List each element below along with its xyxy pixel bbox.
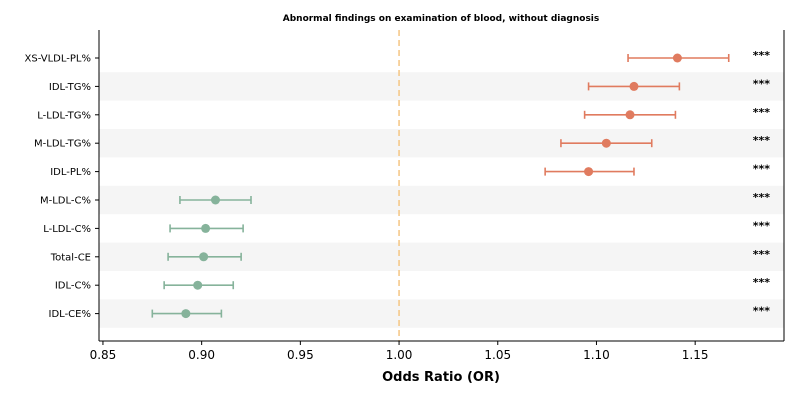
significance-label: *** [753,77,771,90]
or-point [601,138,611,148]
x-tick-label: 1.10 [583,348,610,362]
y-tick-label: IDL-CE% [49,309,91,320]
or-point [181,309,191,319]
x-tick-label: 0.90 [188,348,215,362]
significance-label: *** [753,276,771,289]
y-tick-label: Total-CE [50,252,91,263]
or-point [210,195,220,205]
axes [98,30,785,342]
y-tick-label: XS-VLDL-PL% [25,54,91,65]
y-tick-labels: XS-VLDL-PL% IDL-TG% L-LDL-TG% M-LDL-TG% IDL-… [25,54,99,320]
significance-label: *** [753,49,771,62]
y-tick-label: L-LDL-TG% [37,110,91,121]
or-point [625,110,635,120]
significance-label: *** [753,106,771,119]
or-point [584,167,594,177]
or-point [201,223,211,233]
y-tick-label: M-LDL-C% [40,196,91,207]
x-tick-label: 1.05 [484,348,511,362]
x-tick-label: 0.85 [90,348,117,362]
significance-label: *** [753,134,771,147]
y-tick-label: IDL-C% [55,281,91,292]
or-point [193,280,203,290]
y-tick-label: IDL-TG% [49,82,91,93]
or-point [672,53,682,63]
row-band [99,72,784,101]
x-tick-label: 1.15 [682,348,709,362]
chart-title: Abnormal findings on examination of bloo… [283,14,600,24]
y-tick-label: M-LDL-TG% [34,139,91,150]
data-rows: *** *** *** *** *** *** *** *** *** *** [151,49,771,319]
significance-label: *** [753,248,771,261]
x-tick-label: 1.00 [386,348,413,362]
significance-label: *** [753,219,771,232]
significance-label: *** [753,305,771,318]
or-point [199,252,209,262]
x-tick-labels: 0.85 0.90 0.95 1.00 1.05 1.10 1.15 [90,341,709,362]
or-point [629,81,639,91]
row-band [99,129,784,158]
x-tick-label: 0.95 [287,348,314,362]
y-tick-label: IDL-PL% [50,167,91,178]
x-axis-label: Odds Ratio (OR) [382,370,500,385]
significance-label: *** [753,191,771,204]
significance-label: *** [753,163,771,176]
y-tick-label: L-LDL-C% [43,224,91,235]
